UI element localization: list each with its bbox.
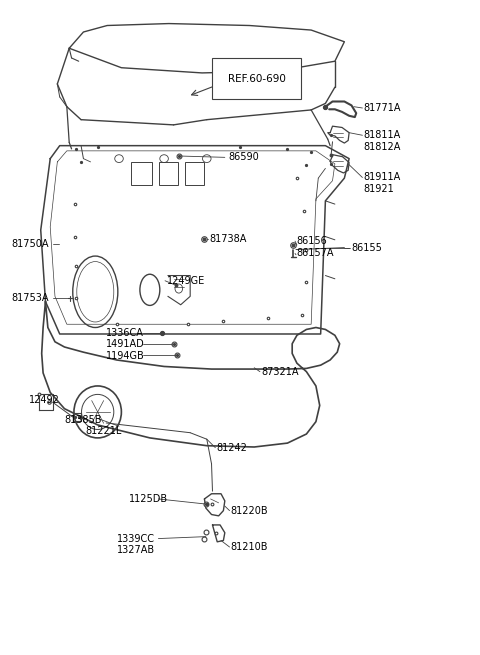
Text: 86155: 86155 — [351, 242, 382, 253]
Text: 81220B: 81220B — [230, 506, 268, 515]
Text: 1336CA: 1336CA — [106, 328, 144, 338]
Bar — [131, 162, 152, 185]
Text: 81385B: 81385B — [64, 415, 102, 424]
Text: 1491AD: 1491AD — [106, 339, 145, 349]
Text: 81210B: 81210B — [230, 542, 268, 552]
Text: 86156: 86156 — [296, 236, 327, 246]
Text: 81221L: 81221L — [86, 426, 122, 436]
Bar — [185, 162, 204, 185]
Text: 12492: 12492 — [29, 395, 60, 405]
Text: 81750A: 81750A — [12, 239, 49, 250]
Text: 81921: 81921 — [363, 183, 394, 193]
Text: 1125DB: 1125DB — [129, 494, 168, 504]
Text: 81811A: 81811A — [363, 130, 401, 140]
Text: 1194GB: 1194GB — [106, 351, 145, 361]
Text: REF.60-690: REF.60-690 — [228, 74, 286, 84]
Text: 86157A: 86157A — [296, 248, 334, 259]
Bar — [159, 162, 179, 185]
Text: 81738A: 81738A — [209, 234, 247, 244]
Text: 86590: 86590 — [228, 153, 259, 162]
Text: 81771A: 81771A — [363, 103, 401, 113]
Text: 1327AB: 1327AB — [117, 545, 155, 555]
Text: 81812A: 81812A — [363, 142, 401, 152]
Text: 87321A: 87321A — [261, 367, 299, 377]
Text: 1249GE: 1249GE — [167, 276, 204, 286]
Text: 81911A: 81911A — [363, 172, 401, 183]
Text: 81242: 81242 — [216, 443, 247, 453]
Text: 1339CC: 1339CC — [117, 534, 155, 544]
Text: 81753A: 81753A — [12, 293, 49, 303]
